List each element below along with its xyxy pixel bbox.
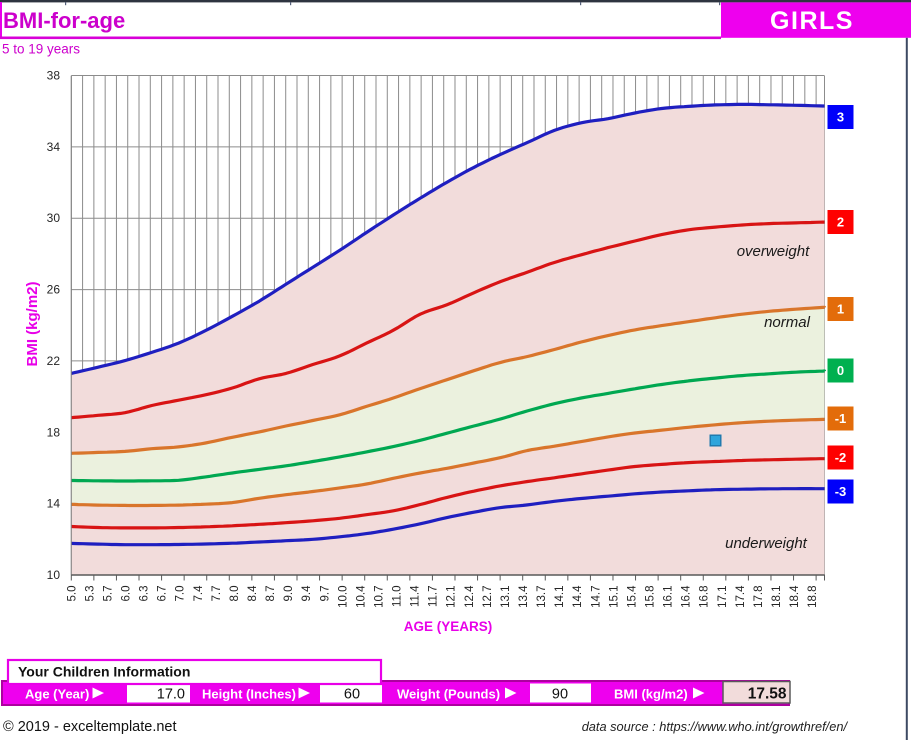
svg-text:© 2019 - exceltemplate.net: © 2019 - exceltemplate.net <box>3 719 177 735</box>
svg-text:6.3: 6.3 <box>139 586 151 602</box>
svg-text:8.4: 8.4 <box>247 585 259 602</box>
svg-text:18.8: 18.8 <box>807 586 819 608</box>
svg-text:-2: -2 <box>835 450 847 465</box>
svg-text:34: 34 <box>47 140 61 154</box>
svg-text:-1: -1 <box>835 411 847 426</box>
svg-text:5.0: 5.0 <box>66 586 78 602</box>
svg-text:90: 90 <box>552 687 568 703</box>
svg-text:17.0: 17.0 <box>157 687 185 703</box>
svg-text:BMI (kg/m2): BMI (kg/m2) <box>24 281 41 366</box>
svg-text:10.0: 10.0 <box>337 586 349 608</box>
svg-text:10: 10 <box>47 568 61 582</box>
svg-text:13.7: 13.7 <box>536 586 548 608</box>
svg-text:underweight: underweight <box>725 535 808 552</box>
svg-text:14.7: 14.7 <box>590 586 602 608</box>
svg-text:3: 3 <box>837 110 844 125</box>
svg-text:5.3: 5.3 <box>84 586 96 602</box>
svg-text:17.58: 17.58 <box>748 686 787 703</box>
svg-text:15.8: 15.8 <box>645 586 657 608</box>
svg-text:0: 0 <box>837 363 844 378</box>
svg-text:BMI-for-age: BMI-for-age <box>3 8 125 33</box>
svg-text:overweight: overweight <box>737 243 810 260</box>
svg-text:6.0: 6.0 <box>121 586 133 602</box>
svg-text:17.4: 17.4 <box>735 585 747 608</box>
svg-text:7.7: 7.7 <box>211 586 223 602</box>
svg-text:17.8: 17.8 <box>753 586 765 608</box>
svg-text:data source : https://www.who.: data source : https://www.who.int/growth… <box>582 719 849 734</box>
svg-text:15.1: 15.1 <box>608 586 620 608</box>
svg-text:16.1: 16.1 <box>663 586 675 608</box>
svg-text:15.4: 15.4 <box>626 585 638 608</box>
svg-text:10.4: 10.4 <box>355 585 367 608</box>
svg-text:9.4: 9.4 <box>301 585 313 602</box>
svg-text:7.4: 7.4 <box>193 585 205 602</box>
svg-text:8.7: 8.7 <box>265 586 277 602</box>
svg-text:AGE (YEARS): AGE (YEARS) <box>404 619 493 634</box>
svg-text:18: 18 <box>47 425 61 439</box>
svg-text:6.7: 6.7 <box>157 586 169 602</box>
svg-text:-3: -3 <box>835 484 847 499</box>
svg-text:18.4: 18.4 <box>789 585 801 608</box>
svg-text:2: 2 <box>837 215 844 230</box>
svg-text:11.4: 11.4 <box>410 585 422 607</box>
svg-text:9.7: 9.7 <box>319 586 331 602</box>
svg-text:13.1: 13.1 <box>500 586 512 608</box>
svg-text:30: 30 <box>47 211 61 225</box>
svg-text:Age (Year): Age (Year) <box>25 687 89 702</box>
svg-text:5.7: 5.7 <box>102 586 114 602</box>
svg-text:10.7: 10.7 <box>374 586 386 608</box>
svg-text:12.1: 12.1 <box>446 586 458 608</box>
svg-text:16.4: 16.4 <box>681 585 693 608</box>
svg-text:5 to 19 years: 5 to 19 years <box>2 42 80 57</box>
svg-text:12.7: 12.7 <box>482 586 494 608</box>
svg-text:22: 22 <box>47 354 61 368</box>
svg-text:11.7: 11.7 <box>428 586 440 608</box>
svg-text:1: 1 <box>837 302 844 317</box>
svg-text:13.4: 13.4 <box>518 585 530 608</box>
svg-text:26: 26 <box>47 283 61 297</box>
svg-text:14: 14 <box>47 497 61 511</box>
svg-text:8.0: 8.0 <box>229 586 241 602</box>
svg-text:Your Children Information: Your Children Information <box>18 664 190 680</box>
svg-text:14.4: 14.4 <box>572 585 584 608</box>
svg-text:Weight (Pounds): Weight (Pounds) <box>397 687 500 702</box>
svg-text:17.1: 17.1 <box>717 586 729 608</box>
svg-text:14.1: 14.1 <box>554 586 566 608</box>
svg-text:9.0: 9.0 <box>283 586 295 602</box>
svg-text:7.0: 7.0 <box>175 586 187 602</box>
svg-text:BMI (kg/m2): BMI (kg/m2) <box>614 687 688 702</box>
svg-text:GIRLS: GIRLS <box>770 7 854 35</box>
svg-text:38: 38 <box>47 69 61 83</box>
svg-text:11.0: 11.0 <box>392 586 404 608</box>
svg-text:60: 60 <box>344 687 360 703</box>
svg-text:normal: normal <box>764 314 811 331</box>
svg-text:Height (Inches): Height (Inches) <box>202 687 296 702</box>
svg-text:16.8: 16.8 <box>699 586 711 608</box>
svg-text:18.1: 18.1 <box>771 586 783 608</box>
svg-text:12.4: 12.4 <box>464 585 476 608</box>
